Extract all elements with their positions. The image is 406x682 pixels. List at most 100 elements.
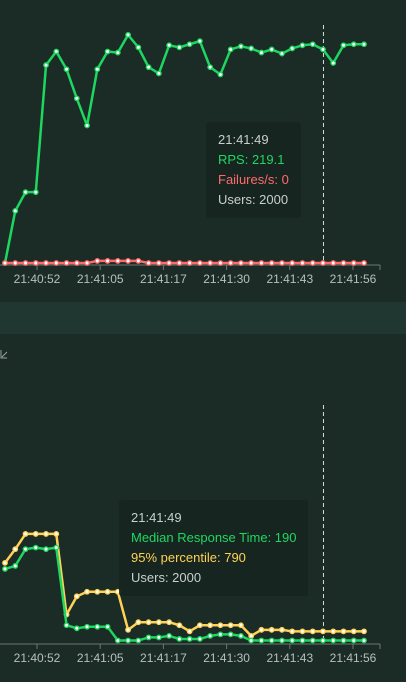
data-point[interactable] <box>22 531 29 537</box>
data-point[interactable] <box>145 260 152 266</box>
data-point[interactable] <box>73 593 80 600</box>
data-point[interactable] <box>248 260 255 266</box>
data-point[interactable] <box>309 41 316 48</box>
data-point[interactable] <box>238 43 244 50</box>
data-point[interactable] <box>279 260 285 266</box>
data-point[interactable] <box>125 637 131 644</box>
data-point[interactable] <box>268 626 275 633</box>
data-point[interactable] <box>330 60 337 66</box>
data-point[interactable] <box>94 66 101 73</box>
data-point[interactable] <box>196 260 203 266</box>
data-point[interactable] <box>238 633 244 639</box>
data-point[interactable] <box>217 71 224 78</box>
data-point[interactable] <box>166 633 173 639</box>
data-point[interactable] <box>32 531 39 537</box>
data-point[interactable] <box>2 566 8 572</box>
data-point[interactable] <box>176 260 183 266</box>
data-point[interactable] <box>227 631 234 638</box>
data-point[interactable] <box>207 64 214 71</box>
data-point[interactable] <box>196 38 203 45</box>
data-point[interactable] <box>309 628 316 635</box>
data-point[interactable] <box>320 637 326 644</box>
data-point[interactable] <box>84 122 90 129</box>
data-point[interactable] <box>258 637 265 644</box>
data-point[interactable] <box>43 260 49 266</box>
data-point[interactable] <box>43 546 49 553</box>
data-point[interactable] <box>155 634 162 641</box>
data-point[interactable] <box>12 208 19 214</box>
data-point[interactable] <box>176 44 183 51</box>
data-point[interactable] <box>186 636 193 642</box>
data-point[interactable] <box>350 637 357 644</box>
data-point[interactable] <box>125 258 131 264</box>
data-point[interactable] <box>166 42 173 49</box>
data-point[interactable] <box>186 41 193 48</box>
data-point[interactable] <box>217 622 224 629</box>
data-point[interactable] <box>32 189 39 196</box>
data-point[interactable] <box>289 628 296 635</box>
data-point[interactable] <box>104 623 111 630</box>
data-point[interactable] <box>53 48 60 55</box>
data-point[interactable] <box>63 622 70 629</box>
data-point[interactable] <box>238 260 244 266</box>
data-point[interactable] <box>155 70 162 77</box>
data-point[interactable] <box>279 637 285 644</box>
data-point[interactable] <box>340 637 347 644</box>
data-point[interactable] <box>340 628 347 635</box>
data-point[interactable] <box>361 628 367 635</box>
data-point[interactable] <box>320 260 326 266</box>
data-point[interactable] <box>145 634 152 641</box>
data-point[interactable] <box>361 260 367 266</box>
data-point[interactable] <box>309 637 316 644</box>
data-point[interactable] <box>22 546 29 553</box>
data-point[interactable] <box>248 45 255 52</box>
data-point[interactable] <box>135 637 142 644</box>
data-point[interactable] <box>2 559 8 566</box>
data-point[interactable] <box>155 260 162 266</box>
data-point[interactable] <box>217 260 224 266</box>
data-point[interactable] <box>84 260 90 266</box>
data-point[interactable] <box>320 628 326 635</box>
data-point[interactable] <box>84 588 90 595</box>
data-point[interactable] <box>135 44 142 51</box>
data-point[interactable] <box>73 95 80 102</box>
data-point[interactable] <box>258 260 265 266</box>
data-point[interactable] <box>2 260 8 266</box>
data-point[interactable] <box>207 260 214 266</box>
data-point[interactable] <box>330 637 337 644</box>
data-point[interactable] <box>63 66 70 73</box>
data-point[interactable] <box>248 633 255 639</box>
data-point[interactable] <box>94 623 101 630</box>
data-point[interactable] <box>299 42 306 49</box>
data-point[interactable] <box>330 628 337 635</box>
data-point[interactable] <box>268 637 275 644</box>
data-point[interactable] <box>227 260 234 266</box>
data-point[interactable] <box>73 625 80 632</box>
data-point[interactable] <box>22 189 29 196</box>
data-point[interactable] <box>43 62 49 68</box>
data-point[interactable] <box>186 628 193 635</box>
data-point[interactable] <box>53 260 60 266</box>
data-point[interactable] <box>32 260 39 266</box>
data-point[interactable] <box>299 628 306 635</box>
data-point[interactable] <box>22 260 29 266</box>
data-point[interactable] <box>94 588 101 595</box>
data-point[interactable] <box>340 260 347 266</box>
data-point[interactable] <box>238 622 244 629</box>
data-point[interactable] <box>145 619 152 626</box>
data-point[interactable] <box>361 41 367 48</box>
data-point[interactable] <box>12 260 19 266</box>
data-point[interactable] <box>340 42 347 49</box>
data-point[interactable] <box>104 48 111 55</box>
data-point[interactable] <box>114 49 121 56</box>
data-point[interactable] <box>114 258 121 264</box>
data-point[interactable] <box>114 637 121 644</box>
data-point[interactable] <box>125 626 131 633</box>
data-point[interactable] <box>279 626 285 633</box>
data-point[interactable] <box>258 49 265 56</box>
data-point[interactable] <box>166 619 173 626</box>
data-point[interactable] <box>196 622 203 629</box>
rps-chart[interactable]: 21:40:52 21:41:05 21:41:17 21:41:30 21:41:43… <box>0 0 406 302</box>
data-point[interactable] <box>12 562 19 569</box>
data-point[interactable] <box>176 636 183 642</box>
